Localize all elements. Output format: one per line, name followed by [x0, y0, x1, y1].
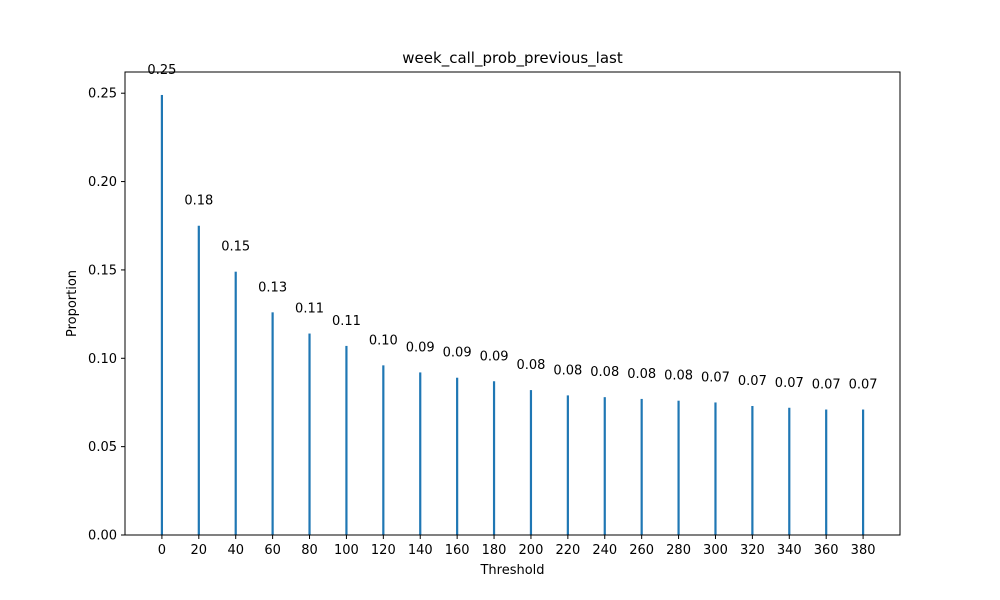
bar: [861, 409, 865, 535]
bar: [714, 402, 717, 535]
data-label: 0.18: [184, 194, 213, 209]
data-label: 0.08: [664, 369, 693, 384]
x-tick-label: 100: [334, 543, 359, 558]
bar: [456, 377, 459, 535]
x-tick-label: 140: [408, 543, 433, 558]
y-tick-label: 0.05: [88, 440, 117, 455]
x-tick-label: 300: [703, 543, 728, 558]
bar: [160, 94, 164, 536]
bar: [640, 398, 643, 535]
data-label: 0.25: [147, 63, 176, 78]
bar: [382, 365, 385, 535]
x-tick-label: 40: [227, 543, 244, 558]
x-tick-label: 360: [814, 543, 839, 558]
chart-title: week_call_prob_previous_last: [402, 49, 623, 68]
y-axis-ticks: 0.00 0.05 0.10 0.15 0.20 0.25: [88, 87, 125, 544]
x-axis-ticks: 0 20 40 60 80 100 120 140 160 180 200 220 240 260 280 3…: [158, 535, 876, 558]
bar: [529, 390, 533, 535]
bar: [308, 333, 311, 535]
bar: [345, 345, 348, 535]
data-label: 0.09: [443, 346, 472, 361]
x-tick-label: 320: [740, 543, 765, 558]
data-labels-group: 0.25 0.18 0.15 0.13 0.11 0.11 0.10 0.09 0.09 0.09…: [147, 63, 877, 393]
data-label: 0.15: [221, 240, 250, 255]
data-label: 0.08: [516, 358, 545, 373]
x-tick-label: 340: [777, 543, 802, 558]
data-label: 0.10: [369, 333, 398, 348]
data-label: 0.07: [701, 370, 730, 385]
bar: [271, 312, 274, 535]
data-label: 0.11: [332, 314, 361, 329]
x-tick-label: 240: [592, 543, 617, 558]
x-tick-label: 200: [519, 543, 544, 558]
data-label: 0.07: [812, 378, 841, 393]
x-axis-label: Threshold: [479, 563, 544, 578]
bar: [825, 409, 828, 535]
bar: [603, 397, 606, 535]
x-tick-label: 160: [445, 543, 470, 558]
data-label: 0.07: [775, 376, 804, 391]
y-tick-label: 0.15: [88, 263, 117, 278]
data-label: 0.08: [627, 367, 656, 382]
x-tick-label: 280: [666, 543, 691, 558]
x-tick-label: 180: [482, 543, 507, 558]
bar: [677, 400, 680, 535]
x-tick-label: 0: [158, 543, 166, 558]
x-tick-label: 80: [301, 543, 318, 558]
data-label: 0.11: [295, 302, 324, 317]
bar: [419, 372, 422, 535]
y-tick-label: 0.25: [88, 87, 117, 102]
bars-group: [160, 94, 865, 536]
bar: [566, 395, 569, 535]
bar: [751, 405, 754, 535]
data-label: 0.09: [406, 340, 435, 355]
x-tick-label: 20: [191, 543, 208, 558]
y-tick-label: 0.20: [88, 175, 117, 190]
data-label: 0.07: [849, 378, 878, 393]
bar: [234, 271, 237, 535]
y-tick-label: 0.10: [88, 352, 117, 367]
bar: [788, 407, 791, 535]
data-label: 0.08: [553, 363, 582, 378]
plot-area-frame: [124, 71, 901, 536]
data-label: 0.09: [480, 349, 509, 364]
x-tick-label: 120: [371, 543, 396, 558]
data-label: 0.08: [590, 365, 619, 380]
x-tick-label: 60: [264, 543, 281, 558]
y-tick-label: 0.00: [88, 529, 117, 544]
bar: [197, 225, 200, 536]
data-label: 0.07: [738, 374, 767, 389]
x-tick-label: 380: [851, 543, 876, 558]
bar: [492, 381, 496, 535]
x-tick-label: 260: [629, 543, 654, 558]
y-axis-label: Proportion: [65, 270, 80, 337]
x-tick-label: 220: [555, 543, 580, 558]
data-label: 0.13: [258, 280, 287, 295]
